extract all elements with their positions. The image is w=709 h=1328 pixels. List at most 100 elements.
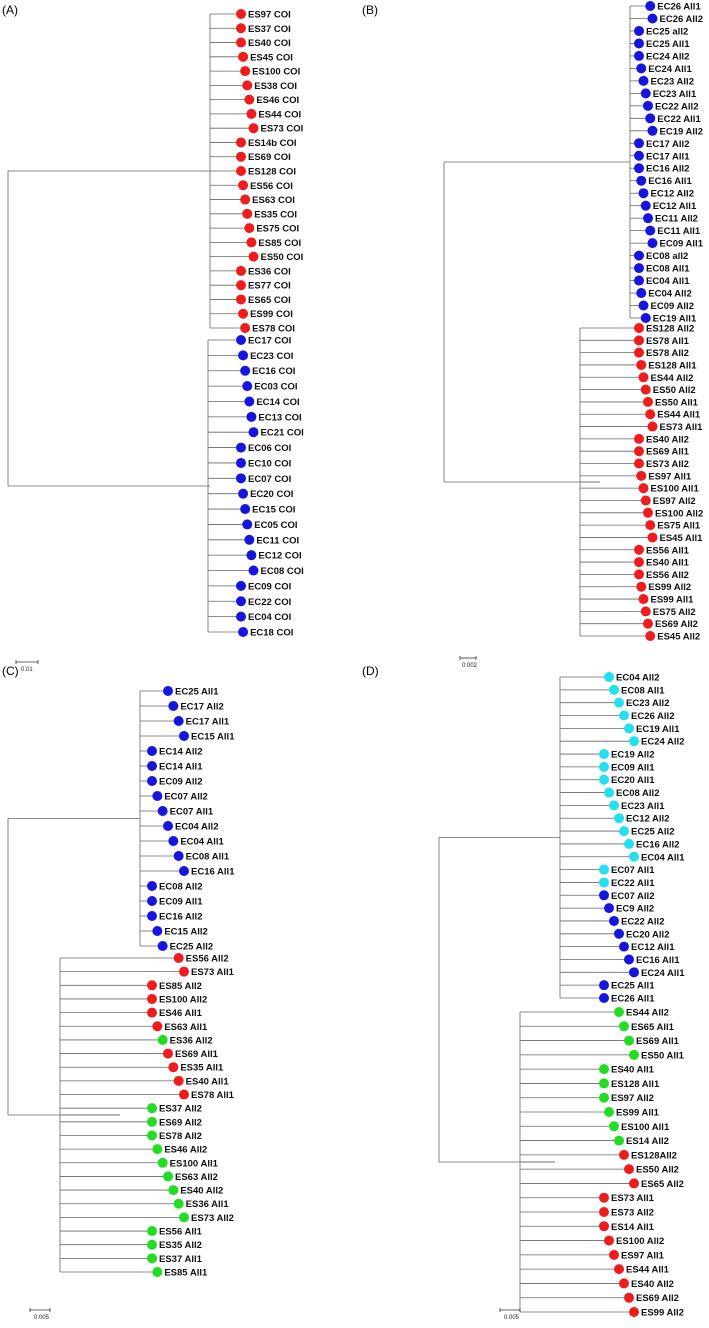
- tip-label: ES56 All2: [646, 570, 689, 581]
- tip-label: EC23 All2: [626, 698, 669, 709]
- tip-label: ES56 COI: [250, 181, 293, 192]
- tip-label: EC16 All2: [636, 839, 679, 850]
- tip-label: EC13 COI: [258, 412, 301, 423]
- tip-dot: [599, 1064, 609, 1075]
- tip-dot: [248, 565, 259, 576]
- tip-dot: [634, 275, 644, 286]
- tip-dot: [634, 446, 644, 457]
- tip-label: EC23 All1: [621, 801, 665, 812]
- tip-label: ES75 All2: [653, 607, 696, 618]
- tip-label: ES56 All1: [159, 1227, 203, 1238]
- tip-label: ES44 All2: [651, 373, 694, 384]
- tip-label: ES44 All2: [626, 1008, 669, 1019]
- tip-label: ES40 All1: [186, 1076, 230, 1087]
- tip-label: ES56 All2: [186, 954, 229, 965]
- tip-label: ES75 All1: [657, 521, 701, 532]
- scale-label: 0.005: [34, 1315, 50, 1321]
- tip-dot: [238, 180, 249, 191]
- tip-label: ES128 All1: [611, 1079, 660, 1090]
- tip-dot: [614, 928, 624, 939]
- tip-dot: [147, 881, 157, 891]
- tip-label: EC12 All1: [653, 201, 697, 212]
- tip-label: ES69 All2: [159, 1117, 202, 1128]
- tip-label: EC20 All2: [626, 929, 669, 940]
- tip-label: EC11 All1: [657, 226, 701, 237]
- tip-label: EC09 All2: [159, 777, 202, 788]
- tip-dot: [643, 507, 653, 518]
- tip-dot: [643, 213, 653, 224]
- tip-label: ES99 All1: [651, 595, 695, 606]
- tip-label: EC18 COI: [250, 628, 293, 639]
- tip-dot: [619, 826, 629, 837]
- tip-label: ES35 All2: [159, 1240, 202, 1251]
- tip-dot: [647, 125, 658, 136]
- tip-dot: [173, 1198, 184, 1209]
- tip-dot: [599, 774, 609, 785]
- tip-dot: [246, 411, 257, 422]
- tip-label: EC26 All1: [657, 2, 701, 13]
- tip-label: EC20 COI: [250, 489, 293, 500]
- tip-label: ES100 All2: [159, 994, 207, 1005]
- tip-dot: [240, 66, 251, 77]
- tip-dot: [614, 697, 624, 708]
- tip-label: EC06 COI: [248, 443, 291, 454]
- tip-dot: [157, 1157, 168, 1168]
- tip-dot: [242, 519, 253, 530]
- tip-dot: [629, 736, 639, 747]
- tip-dot: [242, 208, 253, 219]
- tip-dot: [609, 800, 619, 811]
- tip-dot: [168, 1062, 179, 1073]
- tip-label: EC19 All2: [660, 126, 703, 137]
- tip-dot: [624, 1292, 634, 1303]
- tip-dot: [634, 544, 644, 555]
- tip-dot: [640, 200, 651, 211]
- tip-dot: [643, 618, 653, 629]
- tip-dot: [634, 50, 644, 61]
- tip-label: ES37 COI: [248, 24, 291, 35]
- tip-dot: [640, 606, 651, 617]
- tip-label: EC22 All1: [657, 114, 701, 125]
- tip-dot: [240, 323, 251, 333]
- tip-label: EC25 All1: [611, 981, 655, 992]
- tip-label: ES85 COI: [258, 238, 301, 249]
- tip-label: ES14 All2: [626, 1136, 669, 1147]
- tip-label: ES85 All1: [164, 1268, 208, 1279]
- tip-label: EC07 All2: [164, 792, 207, 803]
- tip-label: ES40 All2: [646, 434, 689, 445]
- tip-label: ES78 All1: [646, 336, 690, 347]
- tip-label: ES128 All2: [646, 324, 694, 335]
- tip-label: EC16 All2: [646, 164, 689, 175]
- tip-dot: [236, 37, 246, 48]
- tip-label: ES37 All1: [159, 1254, 203, 1265]
- tip-label: EC08 All2: [159, 882, 202, 893]
- tip-label: EC10 COI: [248, 458, 291, 469]
- tip-dot: [236, 137, 246, 148]
- tip-label: EC14 All2: [159, 747, 202, 758]
- tip-label: EC12 All1: [631, 942, 675, 953]
- tip-dot: [236, 9, 246, 19]
- tip-dot: [645, 113, 656, 124]
- tip-label: EC08 all2: [646, 251, 688, 262]
- tip-label: EC03 COI: [254, 382, 297, 393]
- tip-label: EC26 All1: [611, 994, 655, 1005]
- tip-label: EC16 All1: [636, 955, 680, 966]
- tip-dot: [240, 365, 251, 376]
- tip-dot: [236, 151, 246, 162]
- tip-label: ES128 All1: [648, 360, 697, 371]
- tip-dot: [147, 993, 157, 1004]
- tip-dot: [647, 421, 658, 432]
- tip-label: EC24 All1: [641, 968, 685, 979]
- tip-label: EC19 All1: [636, 724, 680, 735]
- tip-dot: [147, 1239, 157, 1250]
- tip-label: ES46 COI: [256, 95, 299, 106]
- tip-dot: [634, 250, 644, 261]
- tip-label: EC17 All2: [180, 702, 223, 713]
- tip-label: EC08 All1: [186, 852, 230, 863]
- tip-label: ES69 All1: [636, 1036, 680, 1047]
- tip-label: EC23 COI: [250, 351, 293, 362]
- tip-label: EC07 All2: [611, 891, 654, 902]
- tip-label: EC12 All2: [651, 189, 694, 200]
- tip-dot: [634, 557, 644, 568]
